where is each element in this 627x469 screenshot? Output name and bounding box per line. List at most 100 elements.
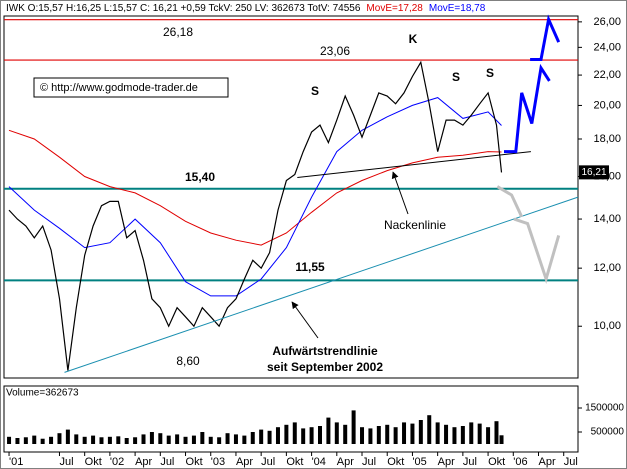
volume-bar — [242, 435, 247, 444]
volume-bar — [317, 426, 322, 444]
y-tick-label: 22,00 — [593, 69, 621, 81]
x-tick-label: Jul — [362, 456, 376, 468]
volume-bar — [259, 429, 264, 444]
x-tick-label: Okt — [186, 456, 203, 468]
volume-bar — [141, 434, 146, 444]
y-tick-label: 14,00 — [593, 213, 621, 225]
volume-bar — [334, 422, 339, 444]
volume-bar — [23, 437, 28, 444]
head-label: K — [409, 32, 418, 46]
shoulder-label: S — [452, 70, 460, 84]
moving-average — [8, 97, 502, 297]
level-label: 26,18 — [163, 25, 193, 39]
drawn-line — [297, 151, 531, 178]
volume-bar — [284, 424, 289, 444]
volume-bar — [175, 434, 180, 444]
volume-bar — [418, 420, 423, 444]
last-price-label: 16,21 — [581, 167, 606, 178]
volume-bar — [217, 437, 222, 444]
volume-bar — [402, 422, 407, 444]
last-price-box — [579, 165, 609, 180]
y-tick-label: 1500000 — [585, 403, 624, 414]
volume-bar — [460, 426, 465, 444]
level-label: 15,40 — [185, 170, 215, 184]
volume-bar — [494, 421, 499, 445]
drawn-line — [504, 14, 561, 154]
volume-bar — [376, 426, 381, 444]
volume-bar — [200, 432, 205, 444]
volume-bar — [292, 422, 297, 444]
volume-bar — [158, 433, 163, 444]
volume-bar — [233, 434, 238, 444]
volume-bar — [15, 438, 20, 444]
x-tick-label: Apr — [539, 456, 556, 468]
volume-bar — [385, 424, 390, 444]
y-tick-label: 24,00 — [593, 41, 621, 53]
x-tick-label: Jul — [564, 456, 578, 468]
y-tick-label: 18,00 — [593, 133, 621, 145]
volume-bar — [435, 422, 440, 444]
volume-bar — [225, 433, 230, 444]
x-tick-label: Jul — [261, 456, 275, 468]
arrow — [291, 301, 319, 339]
volume-bar — [32, 435, 37, 444]
x-tick-label: '01 — [9, 456, 23, 468]
volume-bar — [469, 422, 474, 444]
x-tick-label: Okt — [488, 456, 505, 468]
shoulder-label: S — [311, 84, 319, 98]
volume-bar — [191, 435, 196, 444]
volume-bar — [309, 427, 314, 445]
y-tick-label: 10,00 — [593, 320, 621, 332]
x-tick-label: '02 — [110, 456, 124, 468]
volume-bar — [149, 432, 154, 444]
level-label: 11,55 — [295, 260, 325, 274]
moving-average — [8, 129, 502, 246]
legend-entry: MovE=18,78 — [429, 3, 486, 14]
volume-bar — [250, 432, 255, 444]
volume-bar — [267, 430, 272, 444]
level-label: 23,06 — [320, 44, 350, 58]
y-tick-label: 20,00 — [593, 99, 621, 111]
header-text: IWK O:15,57 H:16,25 L:15,57 C: 16,21 +0,… — [6, 3, 361, 14]
low-label: 8,60 — [176, 354, 200, 368]
trend-label: seit September 2002 — [267, 360, 383, 374]
volume-bar — [166, 435, 171, 444]
volume-bar — [133, 437, 138, 444]
volume-bar — [343, 424, 348, 444]
volume-bar — [82, 436, 87, 445]
volume-bar — [107, 436, 112, 445]
x-tick-label: Apr — [236, 456, 253, 468]
shoulder-label: S — [486, 66, 494, 80]
volume-bar — [427, 415, 432, 445]
x-tick-label: Apr — [337, 456, 354, 468]
volume-bar — [183, 436, 188, 445]
volume-bar — [57, 433, 62, 444]
volume-bar — [368, 428, 373, 444]
volume-bar — [393, 427, 398, 445]
x-tick-label: '04 — [312, 456, 326, 468]
volume-header: Volume=362673 — [6, 388, 79, 399]
volume-bar — [486, 427, 491, 445]
copyright: © http://www.godmode-trader.de — [40, 82, 198, 94]
volume-bar — [65, 429, 70, 444]
x-tick-label: '03 — [211, 456, 225, 468]
volume-bar — [40, 438, 45, 444]
volume-bar — [499, 435, 504, 444]
x-tick-label: Apr — [135, 456, 152, 468]
legend-entry: MovE=17,28 — [366, 3, 423, 14]
y-tick-label: 26,00 — [593, 16, 621, 28]
volume-bar — [360, 427, 365, 445]
neckline-label: Nackenlinie — [384, 218, 446, 232]
volume-bar — [49, 436, 54, 445]
price-line — [8, 60, 503, 371]
volume-bar — [99, 437, 104, 444]
x-tick-label: Jul — [160, 456, 174, 468]
volume-bar — [208, 436, 213, 445]
volume-bar — [116, 436, 121, 444]
volume-bar — [74, 434, 79, 444]
drawn-line — [64, 196, 579, 373]
x-tick-label: Jul — [463, 456, 477, 468]
volume-bar — [452, 427, 457, 445]
